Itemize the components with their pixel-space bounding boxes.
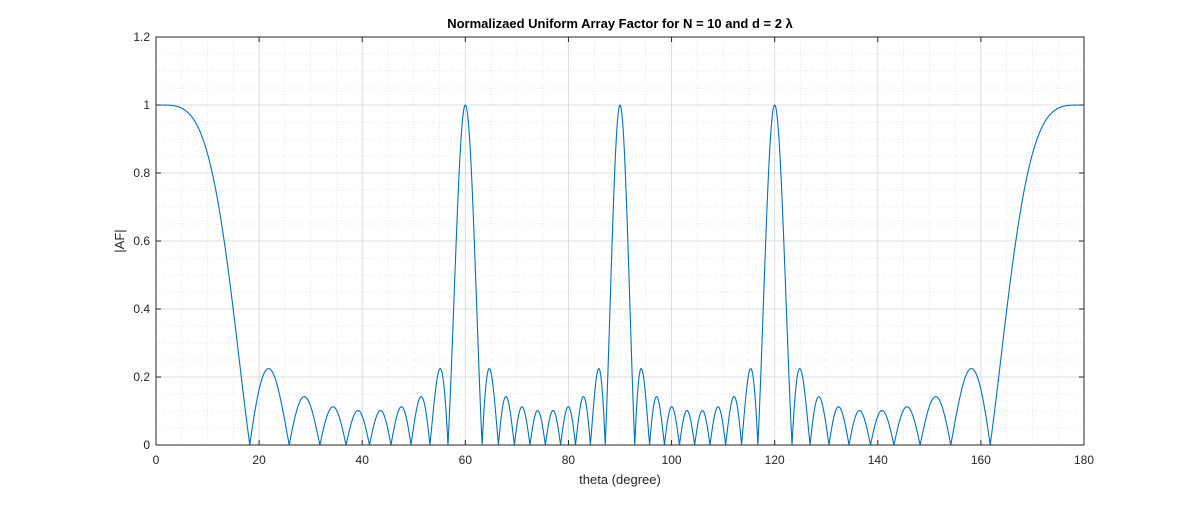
series-group — [155, 104, 1085, 446]
y-tick-label: 1.2 — [133, 30, 150, 44]
x-tick-label: 80 — [562, 453, 576, 467]
y-tick-label: 0.2 — [133, 370, 150, 384]
x-tick-label: 20 — [252, 453, 266, 467]
y-tick-label: 1 — [143, 98, 150, 112]
x-tick-label: 60 — [459, 453, 473, 467]
y-tick-label: 0.4 — [133, 302, 150, 316]
y-ticks: 0 0.2 0.4 0.6 0.8 1 1.2 — [133, 30, 1084, 452]
x-tick-label: 140 — [868, 453, 888, 467]
y-tick-label: 0.8 — [133, 166, 150, 180]
y-axis-label: |AF| — [112, 229, 127, 252]
x-tick-label: 120 — [765, 453, 785, 467]
x-axis-label: theta (degree) — [579, 472, 661, 487]
x-tick-label: 0 — [153, 453, 160, 467]
chart-title: Normalizaed Uniform Array Factor for N =… — [447, 16, 793, 31]
x-tick-label: 40 — [356, 453, 370, 467]
x-tick-label: 180 — [1074, 453, 1094, 467]
x-tick-label: 100 — [662, 453, 682, 467]
x-tick-label: 160 — [971, 453, 991, 467]
array-factor-line — [155, 104, 1085, 446]
x-ticks: 0 20 40 60 80 100 120 140 160 180 — [153, 37, 1094, 467]
y-tick-label: 0 — [143, 438, 150, 452]
y-tick-label: 0.6 — [133, 234, 150, 248]
